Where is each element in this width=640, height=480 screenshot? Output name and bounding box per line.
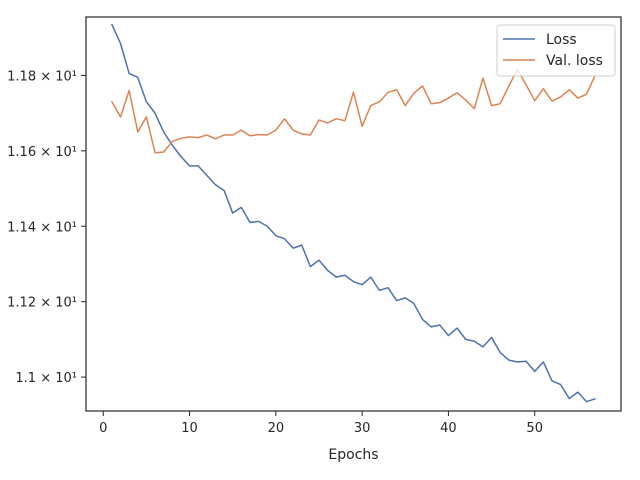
y-tick-label: 1.1 × 10¹ — [15, 371, 77, 386]
x-tick-label: 30 — [354, 421, 371, 436]
y-tick-label: 1.16 × 10¹ — [7, 145, 77, 160]
legend: Loss Val. loss — [496, 24, 616, 77]
y-tick-label: 1.12 × 10¹ — [7, 296, 77, 311]
y-axis: 1.1 × 10¹ 1.12 × 10¹ 1.14 × 10¹ 1.16 × 10¹ 1… — [7, 69, 86, 386]
x-tick-label: 0 — [99, 421, 107, 436]
x-axis-title: Epochs — [328, 447, 378, 463]
plot-frame — [85, 16, 622, 412]
x-axis: 0 10 20 30 40 50 — [99, 411, 543, 436]
x-tick-label: 20 — [268, 421, 285, 436]
x-tick-label: 50 — [526, 421, 543, 436]
legend-box — [496, 24, 616, 77]
series-lines — [111, 23, 596, 403]
series-line-val-loss — [111, 68, 596, 154]
x-tick-label: 10 — [181, 421, 198, 436]
series-line-loss — [111, 23, 596, 403]
legend-label-val-loss: Val. loss — [546, 53, 603, 69]
x-tick-label: 40 — [440, 421, 457, 436]
legend-label-loss: Loss — [546, 32, 577, 48]
y-tick-label: 1.14 × 10¹ — [7, 220, 77, 235]
y-tick-label: 1.18 × 10¹ — [7, 69, 77, 84]
